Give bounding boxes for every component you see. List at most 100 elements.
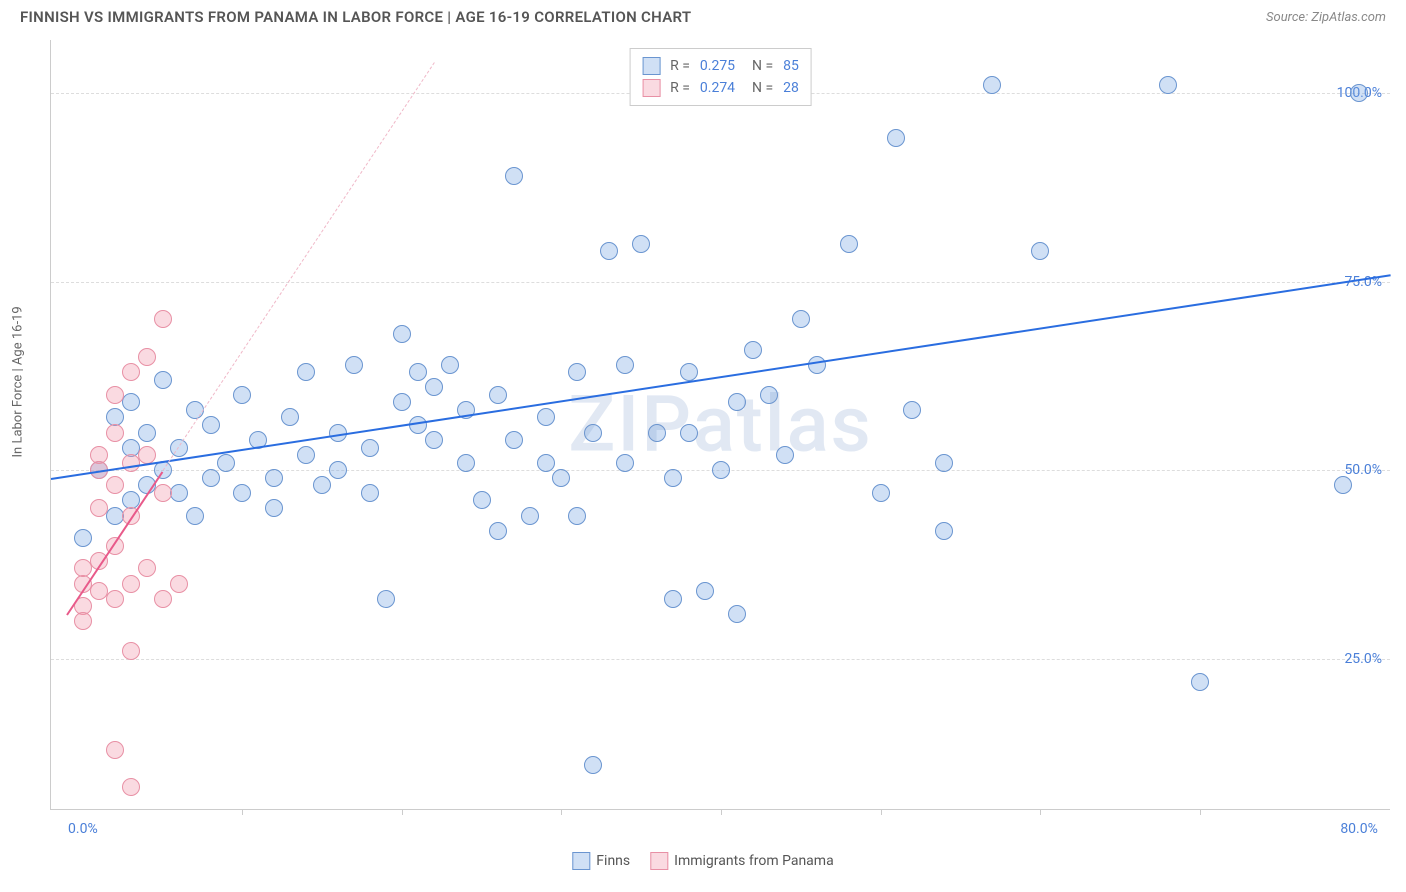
scatter-point: [106, 424, 124, 442]
x-tick-mark: [561, 809, 562, 815]
stat-n-value-panama: 28: [783, 80, 799, 96]
scatter-point: [903, 401, 921, 419]
scatter-point: [138, 559, 156, 577]
scatter-point: [265, 469, 283, 487]
scatter-point: [90, 499, 108, 517]
scatter-point: [600, 242, 618, 260]
scatter-point: [265, 499, 283, 517]
gridline-horizontal: [51, 659, 1390, 660]
x-tick-mark: [402, 809, 403, 815]
scatter-point: [393, 393, 411, 411]
scatter-point: [760, 386, 778, 404]
scatter-point: [505, 431, 523, 449]
scatter-point: [154, 310, 172, 328]
scatter-point: [106, 590, 124, 608]
legend-swatch-panama: [642, 79, 660, 97]
scatter-point: [122, 575, 140, 593]
scatter-point: [122, 393, 140, 411]
trend-line: [51, 274, 1391, 480]
x-tick-label: 0.0%: [68, 821, 98, 837]
scatter-point: [202, 469, 220, 487]
scatter-point: [568, 507, 586, 525]
scatter-point: [552, 469, 570, 487]
scatter-point: [106, 476, 124, 494]
scatter-point: [616, 356, 634, 374]
scatter-point: [537, 408, 555, 426]
scatter-point: [840, 235, 858, 253]
scatter-point: [186, 507, 204, 525]
legend-swatch-finns-bottom: [572, 852, 590, 870]
scatter-point: [983, 76, 1001, 94]
scatter-point: [887, 129, 905, 147]
scatter-point: [473, 491, 491, 509]
legend-label-panama: Immigrants from Panama: [674, 853, 834, 869]
stat-n-value-finns: 85: [783, 58, 799, 74]
chart-source: Source: ZipAtlas.com: [1266, 10, 1386, 25]
scatter-point: [90, 446, 108, 464]
legend-stats-row-finns: R = 0.275 N = 85: [642, 55, 799, 77]
scatter-point: [1031, 242, 1049, 260]
scatter-point: [744, 341, 762, 359]
scatter-point: [122, 778, 140, 796]
x-tick-label: 80.0%: [1340, 821, 1378, 837]
scatter-point: [616, 454, 634, 472]
chart-header: FINNISH VS IMMIGRANTS FROM PANAMA IN LAB…: [0, 0, 1406, 30]
scatter-point: [297, 363, 315, 381]
scatter-point: [664, 590, 682, 608]
legend-swatch-panama-bottom: [650, 852, 668, 870]
scatter-point: [361, 484, 379, 502]
scatter-point: [154, 371, 172, 389]
x-tick-mark: [721, 809, 722, 815]
chart-container: FINNISH VS IMMIGRANTS FROM PANAMA IN LAB…: [0, 0, 1406, 892]
scatter-point: [457, 454, 475, 472]
scatter-point: [425, 431, 443, 449]
scatter-point: [537, 454, 555, 472]
legend-label-finns: Finns: [596, 853, 630, 869]
scatter-point: [138, 424, 156, 442]
scatter-point: [680, 424, 698, 442]
stat-r-value-panama: 0.274: [700, 80, 735, 96]
scatter-point: [154, 484, 172, 502]
scatter-point: [489, 386, 507, 404]
scatter-point: [345, 356, 363, 374]
scatter-point: [632, 235, 650, 253]
scatter-point: [122, 642, 140, 660]
scatter-point: [233, 484, 251, 502]
scatter-point: [138, 348, 156, 366]
scatter-point: [1334, 476, 1352, 494]
stat-r-value-finns: 0.275: [700, 58, 735, 74]
x-tick-mark: [1040, 809, 1041, 815]
stat-n-label: N =: [745, 58, 773, 74]
scatter-point: [313, 476, 331, 494]
scatter-point: [441, 356, 459, 374]
scatter-point: [664, 469, 682, 487]
scatter-point: [584, 424, 602, 442]
scatter-point: [154, 590, 172, 608]
scatter-point: [648, 424, 666, 442]
y-tick-label: 50.0%: [1344, 462, 1382, 478]
scatter-point: [792, 310, 810, 328]
scatter-point: [74, 612, 92, 630]
stat-r-label: R =: [670, 80, 690, 96]
scatter-point: [808, 356, 826, 374]
scatter-point: [1159, 76, 1177, 94]
scatter-point: [106, 741, 124, 759]
stat-r-label: R =: [670, 58, 690, 74]
scatter-point: [106, 386, 124, 404]
scatter-point: [170, 575, 188, 593]
scatter-point: [329, 461, 347, 479]
scatter-point: [568, 363, 586, 381]
scatter-point: [521, 507, 539, 525]
legend-stats-row-panama: R = 0.274 N = 28: [642, 77, 799, 99]
scatter-point: [584, 756, 602, 774]
scatter-point: [425, 378, 443, 396]
scatter-point: [202, 416, 220, 434]
trend-line-dashed: [162, 63, 434, 471]
scatter-point: [1350, 84, 1368, 102]
x-tick-mark: [881, 809, 882, 815]
stat-n-label: N =: [745, 80, 773, 96]
scatter-point: [377, 590, 395, 608]
scatter-point: [122, 363, 140, 381]
scatter-point: [680, 363, 698, 381]
scatter-point: [728, 605, 746, 623]
